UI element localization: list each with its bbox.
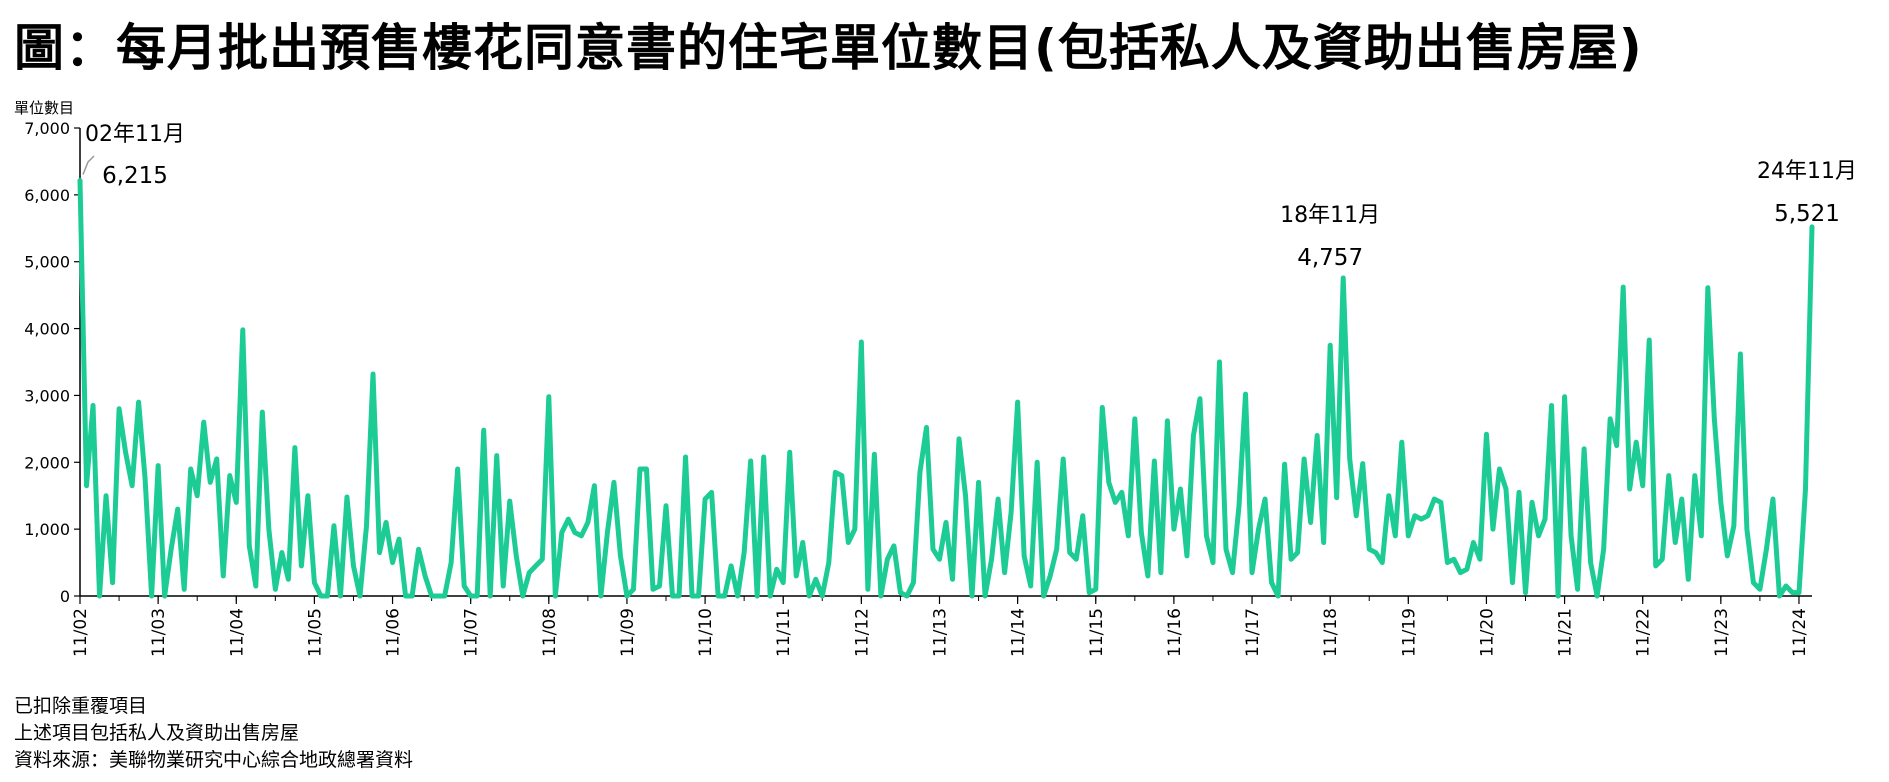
series-layer [77,177,1815,599]
y-tick-label: 6,000 [24,186,70,205]
footnote-3: 資料來源：美聯物業研究中心綜合地政總署資料 [14,749,414,771]
x-tick-label: 11/17 [1243,608,1263,657]
x-tick-label: 11/24 [1790,608,1810,657]
annotation-label: 18年11月 [1280,203,1380,228]
x-tick-label: 11/07 [462,608,482,657]
series-line [77,177,1815,599]
annotation-value: 6,215 [102,163,168,189]
y-tick-label: 5,000 [24,253,70,272]
x-tick-label: 11/09 [618,608,638,657]
annotation-leader [82,155,95,175]
x-tick-label: 11/23 [1712,608,1732,657]
x-tick-label: 11/05 [305,608,325,657]
x-tick-label: 11/15 [1087,608,1107,657]
x-tick-label: 11/06 [384,608,404,657]
x-tick-label: 11/02 [71,608,91,657]
y-axis: 0 1,000 2,000 3,000 4,000 5,000 6,000 7,000 [24,119,81,606]
y-axis-label: 單位數目 [14,99,74,117]
annotation-value: 4,757 [1297,245,1363,271]
x-tick-label: 11/12 [852,608,872,657]
annotation-label: 02年11月 [85,122,185,147]
footnote-1: 已扣除重覆項目 [14,695,148,717]
y-tick-label: 4,000 [24,320,70,339]
x-tick-label: 11/19 [1399,608,1419,657]
x-tick-label: 11/14 [1009,608,1029,657]
footnotes: 已扣除重覆項目 上述項目包括私人及資助出售房屋 資料來源：美聯物業研究中心綜合地… [14,693,413,774]
y-tick-label: 1,000 [24,520,70,539]
y-tick-label: 0 [60,587,70,606]
x-tick-label: 11/03 [149,608,169,657]
annotation-value: 5,521 [1774,201,1840,227]
x-tick-label: 11/08 [540,608,560,657]
x-axis: 11/02 11/03 11/04 11/05 11/06 11/07 11/08 11/09… [71,595,1812,657]
chart-title: 圖：每月批出預售樓花同意書的住宅單位數目(包括私人及資助出售房屋) [14,19,1643,77]
line-chart: 單位數目 0 1,000 2,000 3,000 4,000 5,000 6,000 7,00… [14,99,1857,657]
x-tick-label: 11/13 [930,608,950,657]
y-tick-label: 3,000 [24,386,70,405]
x-tick-label: 11/18 [1321,608,1341,657]
x-tick-label: 11/21 [1556,608,1576,657]
y-tick-label: 7,000 [24,119,70,138]
x-tick-label: 11/11 [774,608,794,657]
x-tick-label: 11/04 [227,608,247,657]
x-tick-label: 11/22 [1634,608,1654,657]
y-tick-label: 2,000 [24,453,70,472]
x-tick-label: 11/16 [1165,608,1185,657]
footnote-2: 上述項目包括私人及資助出售房屋 [14,722,300,744]
x-tick-label: 11/10 [696,608,716,657]
annotation-layer: 02年11月 6,215 18年11月 4,757 24年11月 5,521 [82,122,1857,271]
x-tick-label: 11/20 [1477,608,1497,657]
annotation-label: 24年11月 [1757,159,1857,184]
